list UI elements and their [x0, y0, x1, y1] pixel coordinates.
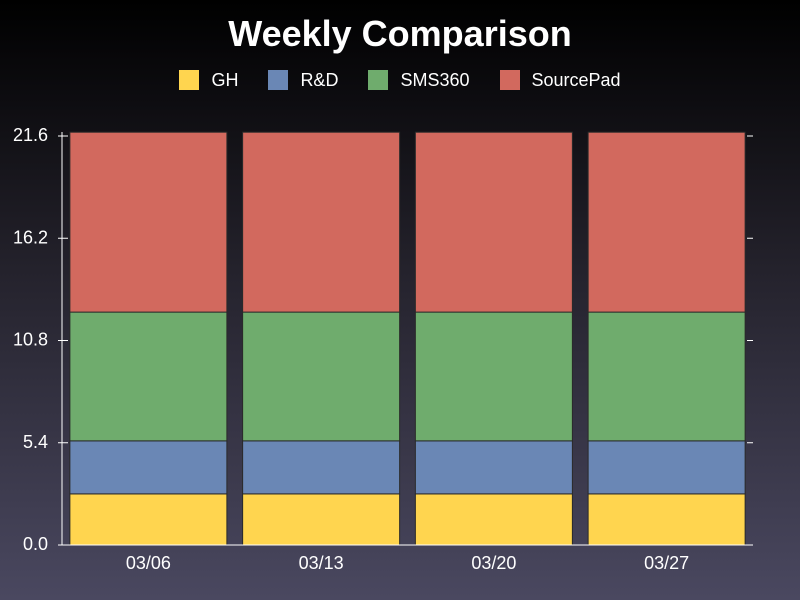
legend-swatch-sourcepad — [499, 70, 520, 90]
y-tick-label-1: 5.4 — [23, 432, 48, 452]
chart-title: Weekly Comparison — [228, 13, 572, 54]
bar-segment-gh-03-27 — [587, 493, 746, 546]
legend-label-sourcepad: SourcePad — [531, 70, 621, 90]
x-tick-label-3: 03/27 — [644, 553, 689, 573]
y-tick-label-0: 0.0 — [23, 534, 48, 554]
bar-segment-gh-03-06 — [69, 493, 228, 546]
bar-segment-sourcepad-03-27 — [587, 131, 746, 313]
legend: GH R&D SMS360 SourcePad — [0, 68, 800, 92]
bar-segment-rd-03-13 — [242, 440, 401, 495]
legend-swatch-rnd — [268, 70, 289, 90]
legend-item-gh: GH — [179, 68, 238, 92]
bar-segment-sourcepad-03-13 — [242, 131, 401, 313]
legend-label-sms360: SMS360 — [400, 70, 470, 90]
legend-label-rnd: R&D — [300, 70, 339, 90]
x-tick-label-0: 03/06 — [126, 553, 171, 573]
x-tick-label-2: 03/20 — [471, 553, 516, 573]
axis-layer: 0.0 5.4 10.8 16.2 21.6 03/06 03/13 03/20 03/27 — [13, 125, 753, 573]
bar-segment-sms360-03-06 — [69, 311, 228, 442]
bar-segment-sms360-03-20 — [414, 311, 573, 442]
y-tick-label-2: 10.8 — [13, 330, 48, 350]
legend-label-gh: GH — [211, 70, 239, 90]
legend-item-sourcepad: SourcePad — [499, 68, 621, 92]
bar-segment-sourcepad-03-06 — [69, 131, 228, 313]
bar-segment-rd-03-27 — [587, 440, 746, 495]
bar-segment-rd-03-06 — [69, 440, 228, 495]
legend-item-sms360: SMS360 — [368, 68, 470, 92]
legend-swatch-sms360 — [368, 70, 389, 90]
y-tick-label-4: 21.6 — [13, 125, 48, 145]
bar-segment-sms360-03-27 — [587, 311, 746, 442]
bar-segment-sms360-03-13 — [242, 311, 401, 442]
bar-segment-sourcepad-03-20 — [414, 131, 573, 313]
legend-item-rnd: R&D — [268, 68, 338, 92]
legend-swatch-gh — [179, 70, 200, 90]
y-tick-label-3: 16.2 — [13, 227, 48, 247]
x-tick-label-1: 03/13 — [299, 553, 344, 573]
bar-segment-rd-03-20 — [414, 440, 573, 495]
bar-segment-gh-03-13 — [242, 493, 401, 546]
bar-segment-gh-03-20 — [414, 493, 573, 546]
bars-layer — [69, 131, 746, 546]
